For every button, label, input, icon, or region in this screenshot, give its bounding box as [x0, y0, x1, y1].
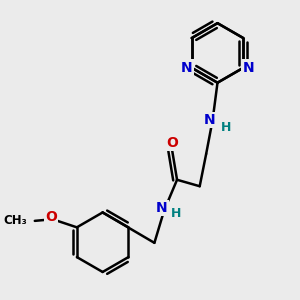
- Text: H: H: [171, 207, 182, 220]
- Text: O: O: [45, 210, 57, 224]
- Text: O: O: [166, 136, 178, 150]
- Text: CH₃: CH₃: [3, 214, 27, 227]
- Text: H: H: [220, 122, 231, 134]
- Text: N: N: [242, 61, 254, 75]
- Text: N: N: [181, 61, 193, 75]
- Text: N: N: [204, 113, 216, 127]
- Text: N: N: [156, 201, 167, 215]
